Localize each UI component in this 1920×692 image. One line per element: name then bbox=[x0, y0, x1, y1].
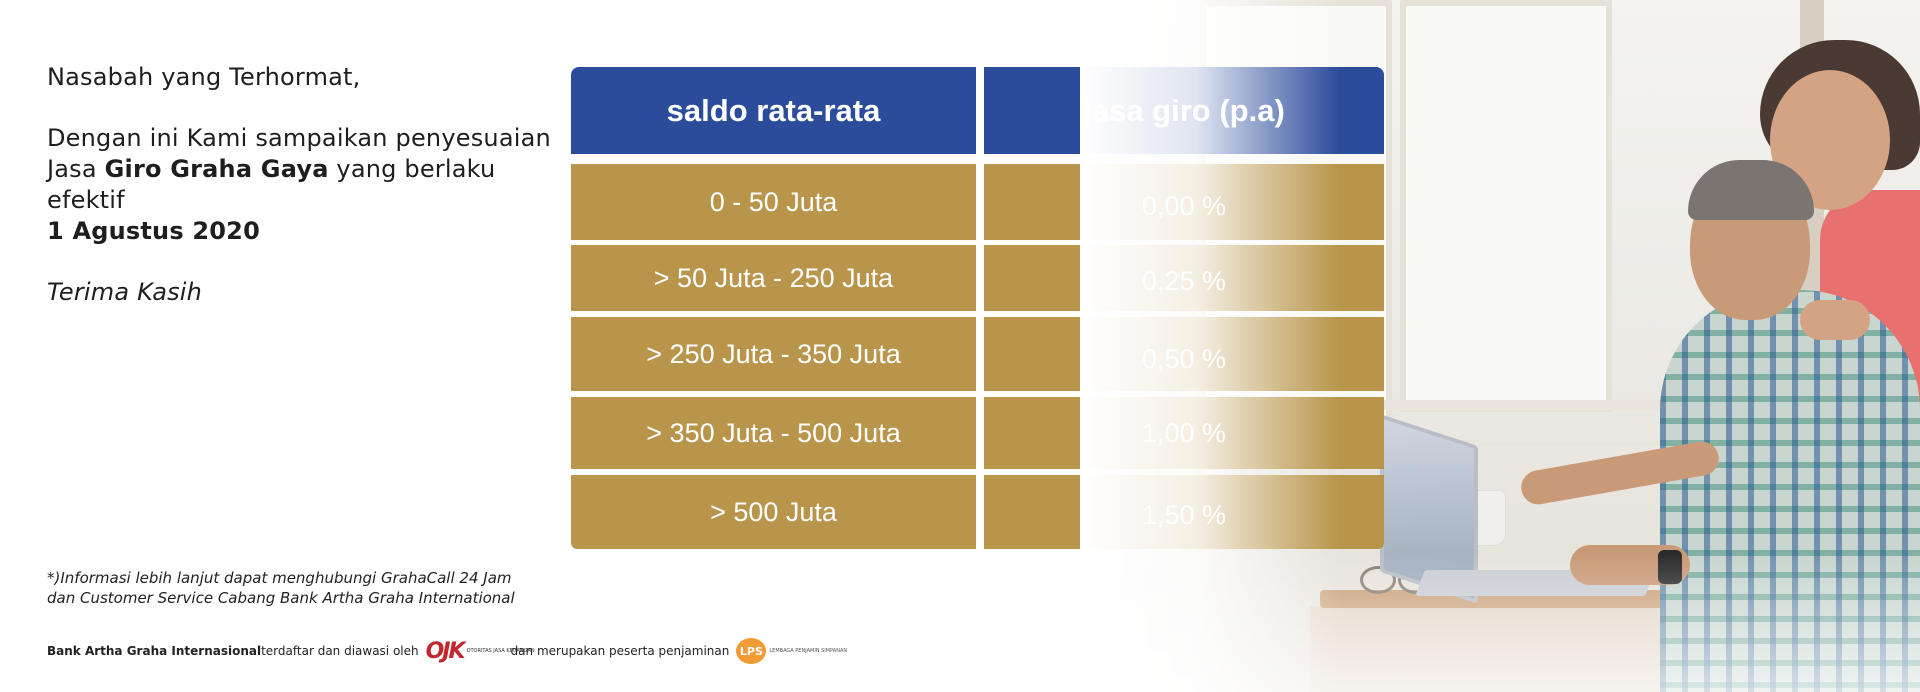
announcement-line-1: Dengan ini Kami sampaikan penyesuaian bbox=[47, 124, 551, 152]
row-2-balance: > 50 Juta - 250 Juta bbox=[571, 245, 976, 311]
lps-mark: LPS bbox=[736, 638, 767, 664]
announcement-text: Nasabah yang Terhormat, Dengan ini Kami … bbox=[47, 62, 567, 308]
ojk-mark: OJK bbox=[425, 638, 466, 664]
product-name: Giro Graha Gaya bbox=[104, 155, 329, 183]
row-1-balance: 0 - 50 Juta bbox=[571, 164, 976, 240]
window-pane bbox=[1400, 0, 1612, 412]
row-3-balance: > 250 Juta - 350 Juta bbox=[571, 317, 976, 391]
footnote: *)Informasi lebih lanjut dapat menghubun… bbox=[47, 568, 567, 608]
regulatory-footer: Bank Artha Graha Internasional terdaftar… bbox=[47, 631, 848, 671]
announcement-line-2: Jasa Giro Graha Gaya yang berlaku efekti… bbox=[47, 154, 567, 216]
footer-text-1: terdaftar dan diawasi oleh bbox=[261, 644, 419, 658]
footer-text-2: dan merupakan peserta penjaminan bbox=[510, 644, 730, 658]
announcement-pre: Jasa bbox=[47, 155, 105, 183]
header-balance: saldo rata-rata bbox=[571, 67, 976, 154]
row-4-balance: > 350 Juta - 500 Juta bbox=[571, 397, 976, 469]
railing bbox=[1140, 440, 1840, 446]
row-5-balance: > 500 Juta bbox=[571, 475, 976, 549]
background-photo bbox=[1080, 0, 1920, 692]
thanks: Terima Kasih bbox=[47, 278, 203, 306]
lps-text: LEMBAGA PENJAMIN SIMPANAN bbox=[769, 647, 848, 654]
bank-name: Bank Artha Graha Internasional bbox=[47, 644, 262, 658]
greeting: Nasabah yang Terhormat, bbox=[47, 63, 361, 91]
woman-hand bbox=[1800, 300, 1870, 340]
footnote-line-2: dan Customer Service Cabang Bank Artha G… bbox=[47, 589, 515, 607]
footnote-line-1: *)Informasi lebih lanjut dapat menghubun… bbox=[47, 569, 512, 587]
man-hair bbox=[1688, 160, 1814, 220]
effective-date: 1 Agustus 2020 bbox=[47, 217, 260, 245]
ojk-text: OTORITAS JASA KEUANGAN bbox=[466, 647, 535, 654]
lps-logo: LPS LEMBAGA PENJAMIN SIMPANAN bbox=[736, 638, 848, 664]
railing bbox=[1140, 400, 1840, 410]
ojk-logo: OJK OTORITAS JASA KEUANGAN bbox=[425, 638, 535, 664]
photo-fade-bottom bbox=[1080, 552, 1920, 692]
announcement-post: yang berlaku efektif bbox=[47, 155, 496, 214]
